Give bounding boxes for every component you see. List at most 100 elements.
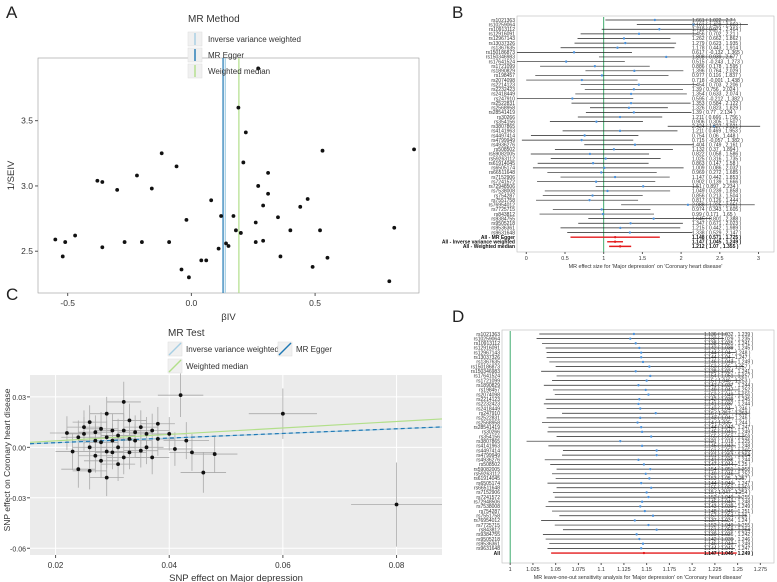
row-value: 0.715 ( -0.057 , 1.382 ) — [692, 138, 743, 144]
scatter-point-c — [121, 400, 126, 404]
scatter-point-a — [278, 254, 283, 259]
estimate-point — [645, 379, 648, 382]
x-tick-label-c: 0.02 — [48, 561, 64, 570]
row-value: 1.144 ( 1.042 , 1.247 ) — [704, 425, 754, 431]
legend-title-a: MR Method — [188, 14, 240, 25]
row-label: rs7241572 — [491, 179, 515, 185]
row-label: rs4141963 — [476, 444, 500, 450]
row-value: 2.088 ( 1.225 , 2.951 ) — [692, 203, 742, 209]
row-value: 1.144 ( 1.041 , 1.247 ) — [704, 546, 754, 552]
scatter-point-a — [241, 160, 246, 165]
estimate-point — [639, 505, 642, 508]
row-value: 1.009 ( 0.086 , 2.032 ) — [692, 166, 742, 172]
scatter-point-a — [305, 197, 310, 201]
row-label: rs76954012 — [489, 203, 516, 209]
x-tick-label: 1.075 — [572, 567, 586, 573]
plot-a-frame — [37, 57, 420, 294]
panel-label-a: A — [6, 3, 18, 22]
row-value: 1.154 ( 1.051 , 1.258 ) — [704, 467, 754, 473]
estimate-point — [655, 528, 658, 531]
scatter-point-a — [236, 105, 241, 110]
y-tick-label-c: 0.00 — [12, 445, 26, 452]
scatter-point-a — [73, 233, 78, 238]
estimate-point — [638, 537, 641, 541]
row-value: 1.161 ( 1.058 , 1.264 ) — [704, 527, 754, 533]
estimate-point — [629, 92, 633, 96]
row-label: rs754287 — [479, 509, 500, 515]
row-value: 1.136 ( 1.032 , 1.239 ) — [704, 332, 754, 338]
row-value: 1.049 ( 0.239 , 1.858 ) — [692, 189, 742, 195]
panel-label-c: C — [6, 285, 18, 304]
scatter-point-a — [261, 203, 266, 208]
scatter-point-c — [87, 445, 92, 450]
scatter-point-c — [110, 438, 115, 443]
scatter-point-a — [392, 225, 397, 230]
row-label: rs9536361 — [491, 226, 515, 232]
row-value: 1.146 ( 1.043 , 1.249 ) — [704, 360, 754, 366]
row-label: rs59082005 — [489, 152, 516, 158]
x-tick-label: 1.175 — [663, 567, 677, 573]
scatter-point-c — [82, 425, 86, 430]
scatter-point-a — [288, 228, 293, 233]
scatter-point-a — [199, 258, 204, 263]
row-label: rs28541419 — [474, 425, 501, 431]
summary-value: 1.147 ( 1.045 , 1.249 ) — [704, 551, 754, 557]
row-label: rs30266 — [497, 115, 515, 121]
row-label: rs9384755 — [491, 216, 515, 222]
plot-d-frame — [501, 329, 775, 564]
scatter-point-a — [224, 241, 228, 246]
row-label: rs7538008 — [476, 504, 500, 510]
estimate-point — [627, 106, 631, 109]
legend-swatch-c — [168, 359, 182, 373]
row-value: 1.142 ( 1.039 , 1.245 ) — [704, 397, 754, 403]
estimate-point — [644, 472, 647, 475]
row-label: rs508502 — [479, 462, 500, 468]
row-label: rs150186873 — [486, 50, 515, 56]
row-value: 0.863 ( 0.147 , 1.58 ) — [692, 161, 739, 167]
row-label: rs76954012 — [474, 518, 501, 524]
row-value: 2.161 ( 1.428 , 2.863 ) — [692, 22, 742, 28]
row-label: rs4936276 — [476, 458, 500, 464]
row-label: rs59263112 — [474, 472, 500, 478]
row-label: rs13037326 — [474, 355, 501, 361]
scatter-point-a — [238, 231, 243, 235]
estimate-point — [600, 74, 604, 77]
scatter-point-c — [144, 431, 149, 436]
x-tick-label: 0.5 — [561, 256, 569, 262]
row-label: rs28541419 — [489, 110, 516, 116]
estimate-point — [639, 356, 643, 359]
estimate-point — [647, 523, 650, 527]
row-label: rs198457 — [494, 73, 515, 79]
row-value: 1.39 ( 0.77 , 2.134 ) — [692, 110, 736, 116]
row-value: 1.121 ( 1.018 , 1.225 ) — [704, 439, 754, 445]
row-label: rs7725715 — [476, 523, 500, 529]
scatter-point-c — [110, 450, 115, 455]
scatter-point-a — [100, 245, 105, 250]
y-tick-label-a: 3.0 — [21, 181, 33, 191]
estimate-point — [639, 351, 643, 354]
row-value: 1.148 ( 1.046 , 1.251 ) — [704, 509, 754, 515]
row-label: rs2568958 — [491, 106, 515, 112]
row-label: rs1721099 — [476, 378, 500, 384]
row-label: rs1021363 — [491, 18, 515, 24]
row-value: 1.144 ( 1.04 , 1.248 ) — [704, 350, 751, 356]
scatter-point-a — [261, 238, 266, 243]
row-value: 1.338 ( 0.529 , 2.147 ) — [692, 230, 742, 236]
scatter-point-a — [256, 184, 261, 188]
row-value: 0.754 ( 0.06 , 1.448 ) — [692, 133, 739, 139]
scatter-point-c — [93, 438, 98, 443]
scatter-point-a — [219, 214, 223, 218]
row-label: rs1890829 — [491, 69, 515, 75]
scatter-point-a — [149, 186, 154, 191]
row-value: 1.152 ( 1.049 , 1.255 ) — [704, 523, 754, 529]
x-tick-label: 0 — [525, 256, 528, 262]
row-label: rs2074098 — [476, 392, 500, 398]
row-label: rs1021363 — [476, 332, 500, 338]
row-value: 1.15 ( 1.047 , 1.254 ) — [704, 490, 751, 496]
row-label: rs7241572 — [476, 495, 500, 501]
row-label: rs4799949 — [476, 453, 500, 459]
row-label: rs17641524 — [474, 374, 501, 380]
scatter-point-a — [387, 279, 392, 284]
estimate-point — [594, 180, 598, 183]
scatter-point-a — [60, 254, 65, 259]
